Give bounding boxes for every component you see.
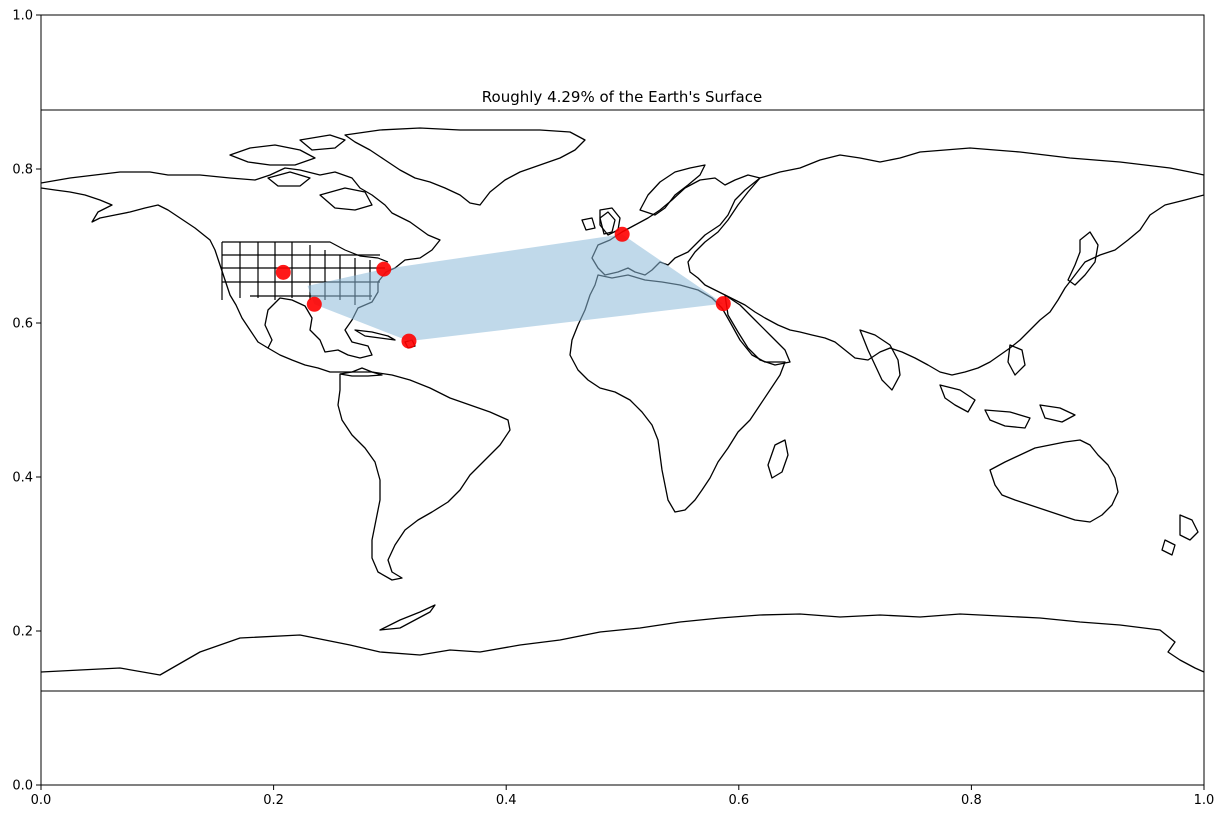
arctic-islands-coastline (229, 134, 373, 211)
region-polygon (307, 234, 724, 342)
marker-point-6 (306, 296, 322, 312)
madagascar-coastline (767, 439, 789, 479)
marker-point-5 (401, 333, 417, 349)
southeast-asia-islands-coastline (939, 344, 1076, 429)
x-tick-label: 0.4 (496, 793, 517, 808)
south-america-coastline (337, 371, 511, 581)
central-america-coastline (267, 347, 383, 377)
y-tick-label: 0.0 (12, 779, 33, 794)
chart-title: Roughly 4.29% of the Earth's Surface (482, 88, 762, 106)
x-tick-label: 0.0 (31, 793, 52, 808)
japan-coastline (1067, 231, 1099, 286)
y-tick-label: 1.0 (12, 9, 33, 24)
marker-point-4 (715, 296, 731, 312)
new-zealand-coastline (1161, 514, 1199, 556)
x-tick-label: 0.2 (263, 793, 284, 808)
antarctica-coastline (41, 613, 1204, 676)
world-map (41, 127, 1204, 676)
antarctic-peninsula-coastline (379, 604, 436, 631)
x-tick-label: 1.0 (1194, 793, 1215, 808)
marker-point-2 (376, 261, 392, 277)
continents (41, 127, 1204, 676)
marker-point-1 (275, 264, 291, 280)
x-axis: 0.0 0.2 0.4 0.6 0.8 1.0 (31, 785, 1215, 808)
x-tick-label: 0.6 (728, 793, 749, 808)
greenland-coastline (344, 127, 586, 206)
australia-coastline (989, 439, 1119, 523)
y-axis: 0.0 0.2 0.4 0.6 0.8 1.0 (12, 9, 41, 794)
y-tick-label: 0.4 (12, 471, 33, 486)
y-tick-label: 0.8 (12, 163, 33, 178)
y-tick-label: 0.2 (12, 625, 33, 640)
outer-axes-frame (40, 14, 1205, 786)
scandinavia-coastline (639, 164, 706, 216)
india-coastline (859, 329, 901, 391)
arabian-peninsula-coastline (724, 294, 791, 366)
x-tick-label: 0.8 (961, 793, 982, 808)
north-america-coastline (41, 167, 441, 359)
markers (275, 226, 731, 349)
uk-coastline (599, 211, 616, 235)
y-tick-label: 0.6 (12, 317, 33, 332)
marker-point-3 (614, 226, 630, 242)
asia-coastline (687, 147, 1204, 376)
